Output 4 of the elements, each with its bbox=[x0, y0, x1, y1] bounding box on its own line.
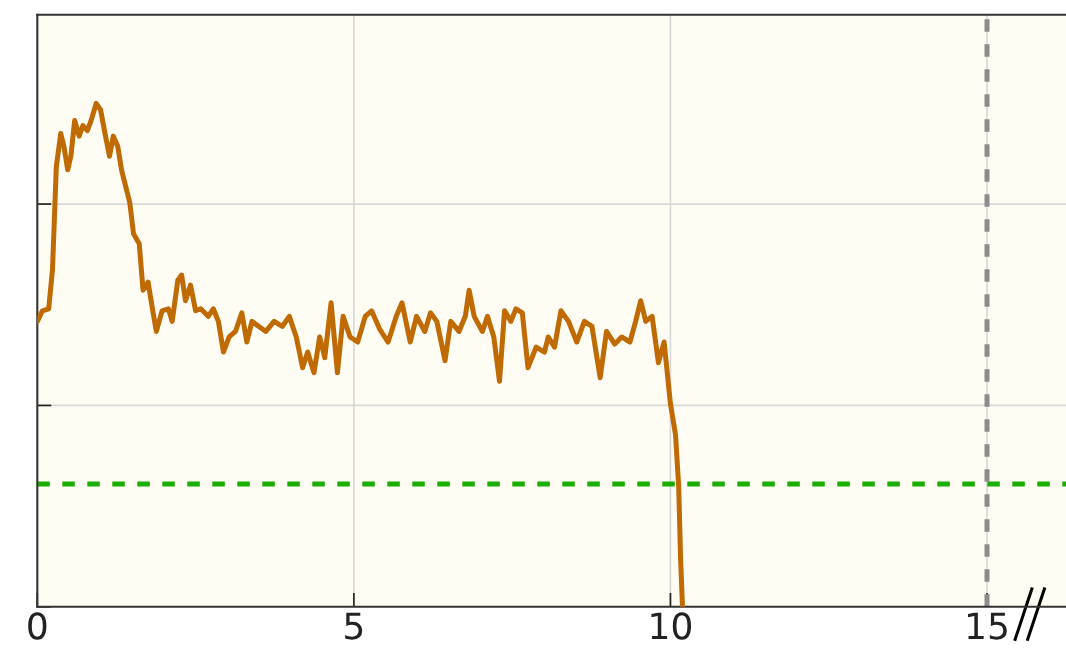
x-tick-label: 5 bbox=[345, 612, 363, 640]
x-tick-label: 15 bbox=[968, 612, 1007, 640]
x-tick-label: 10 bbox=[651, 612, 692, 640]
x-tick-label: 0 bbox=[28, 612, 47, 640]
